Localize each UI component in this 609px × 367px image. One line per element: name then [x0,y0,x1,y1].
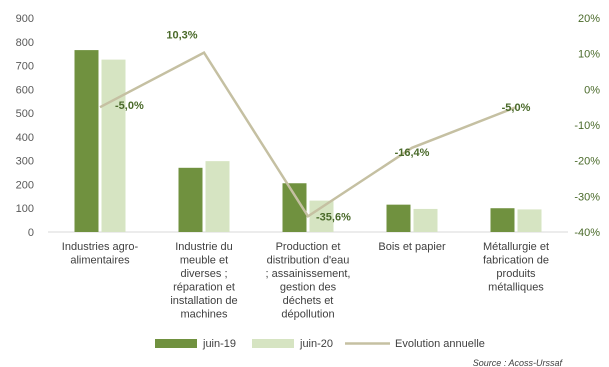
data-label: 10,3% [166,30,197,42]
legend-swatch-juin-19 [155,339,197,348]
right-tick-label: -20% [574,156,600,168]
bar-juin-20 [101,59,126,232]
bar-juin-20 [413,208,438,232]
data-label: -16,4% [395,147,430,159]
left-tick-label: 900 [16,13,34,25]
legend-label-evolution: Evolution annuelle [395,338,485,350]
source-note: Source : Acoss-Urssaf [473,358,564,367]
category-label: Bois et papier [378,241,446,253]
left-tick-label: 200 [16,179,34,191]
data-label: -5,0% [115,100,144,112]
left-tick-label: 800 [16,37,34,49]
bar-juin-19 [74,50,99,232]
bar-juin-20 [309,200,334,232]
left-tick-label: 300 [16,156,34,168]
category-label: Production et distribution d'eau; assaini… [266,241,351,321]
left-tick-label: 600 [16,84,34,96]
left-tick-label: 400 [16,132,34,144]
bar-juin-20 [517,209,542,232]
left-tick-label: 500 [16,108,34,120]
right-axis: -40% -30% -20% -10% 0% 10% 20% [574,13,600,239]
bar-juin-19 [386,204,411,232]
category-label: Industrie du meuble et diverses ; réparatio… [170,241,237,321]
legend: juin-19 juin-20 Evolution annuelle [155,338,485,350]
bar-juin-19 [490,208,515,232]
legend-swatch-juin-20 [252,339,294,348]
bar-juin-19 [178,167,203,232]
right-tick-label: -40% [574,227,600,239]
data-labels: -5,0% 10,3% -35,6% -16,4% -5,0% [115,30,531,224]
right-tick-label: 0% [584,84,600,96]
series-line-evolution [99,50,517,219]
legend-label-juin-19: juin-19 [202,338,236,350]
right-tick-label: 20% [578,13,600,25]
bar-juin-20 [205,161,230,232]
right-tick-label: -10% [574,120,600,132]
left-axis: 0 100 200 300 400 500 600 700 800 900 [16,13,34,239]
category-label: Industries agro-alimentaires [62,241,139,267]
right-tick-label: 10% [578,49,600,61]
category-label: Métallurgie et fabrication de produits méta… [483,241,549,294]
left-tick-label: 100 [16,203,34,215]
data-label: -35,6% [316,211,351,223]
category-labels: Industries agro-alimentaires Industrie du… [62,241,549,321]
right-tick-label: -30% [574,191,600,203]
legend-label-juin-20: juin-20 [299,338,333,350]
data-label: -5,0% [502,102,531,114]
left-tick-label: 0 [28,227,34,239]
bars [74,50,542,232]
left-tick-label: 700 [16,61,34,73]
